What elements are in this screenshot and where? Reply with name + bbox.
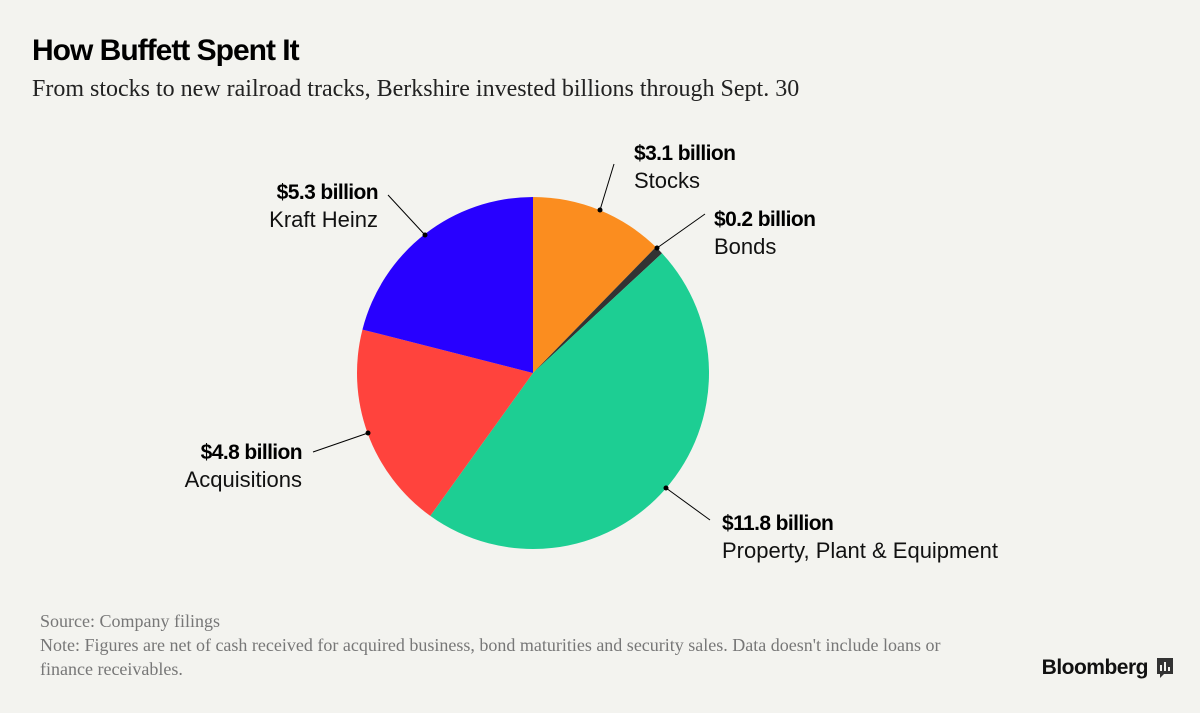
pie-slice-property-plant-equipment <box>430 253 710 549</box>
leader-line-kraft-heinz <box>387 194 426 236</box>
data-label-value-kraft-heinz: $5.3 billion <box>277 181 378 204</box>
leader-dot-acquisitions <box>365 430 371 436</box>
data-label-name-stocks: Stocks <box>634 168 700 193</box>
leader-line-stocks <box>599 163 615 211</box>
data-label-name-bonds: Bonds <box>714 234 776 259</box>
brand-logo: Bloomberg <box>1042 656 1174 680</box>
leader-dot-stocks <box>597 207 603 213</box>
footer: Source: Company filings Note: Figures ar… <box>40 609 970 681</box>
data-label-value-property-plant-equipment: $11.8 billion <box>722 512 833 535</box>
pie-chart: $3.1 billion Stocks $0.2 billion Bonds $11.8… <box>185 142 998 563</box>
pie-slice-acquisitions <box>357 329 533 516</box>
pie-slice-bonds <box>533 247 663 373</box>
data-label-value-bonds: $0.2 billion <box>714 208 815 231</box>
chart-subtitle: From stocks to new railroad tracks, Berk… <box>32 76 800 102</box>
leader-line-bonds <box>656 213 706 249</box>
data-label-name-acquisitions: Acquisitions <box>185 467 302 492</box>
data-label-name-kraft-heinz: Kraft Heinz <box>269 207 378 232</box>
leader-line-acquisitions <box>312 432 369 453</box>
leader-dot-property-plant-equipment <box>663 485 669 491</box>
bar-chart-icon <box>1157 658 1173 678</box>
data-label-name-property-plant-equipment: Property, Plant & Equipment <box>722 538 998 563</box>
brand-name: Bloomberg <box>1041 656 1149 679</box>
footnote: Note: Figures are net of cash received f… <box>40 635 941 679</box>
chart-title: How Buffett Spent It <box>32 34 300 67</box>
leader-dot-bonds <box>654 245 660 251</box>
source-note: Source: Company filings <box>40 611 220 631</box>
data-label-value-acquisitions: $4.8 billion <box>201 441 302 464</box>
data-label-value-stocks: $3.1 billion <box>634 142 735 165</box>
pie-slice-kraft-heinz <box>362 197 533 373</box>
pie-slice-stocks <box>533 197 656 373</box>
leader-line-property-plant-equipment <box>665 487 711 521</box>
leader-dot-kraft-heinz <box>422 232 428 238</box>
